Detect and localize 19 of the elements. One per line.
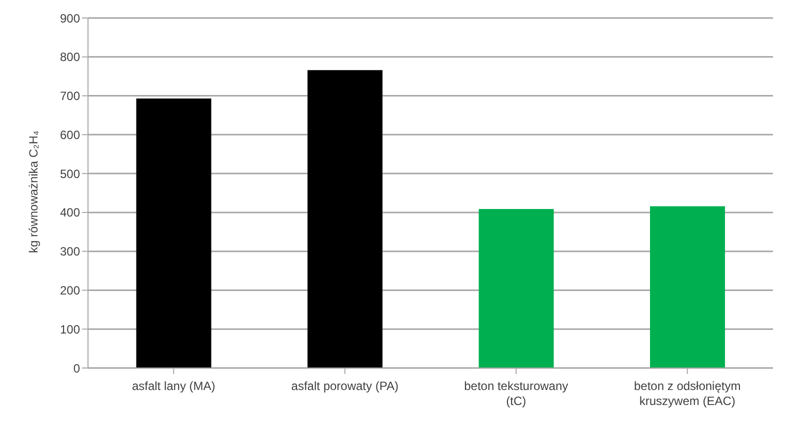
- y-tick-label: 200: [60, 283, 80, 298]
- y-tick-label: 900: [60, 11, 80, 26]
- x-tick-label: asfalt lany (MA): [132, 379, 216, 393]
- y-tick-label: 700: [60, 89, 80, 104]
- y-tick-label: 600: [60, 128, 80, 142]
- y-axis-title: kg równoważnika C₂H₄: [26, 130, 40, 253]
- y-tick-label: 800: [60, 50, 80, 64]
- bar: [650, 206, 725, 368]
- bar: [478, 208, 554, 368]
- bar: [136, 98, 212, 368]
- y-tick-label: 0: [73, 361, 80, 376]
- bar: [308, 70, 382, 368]
- x-tick-label: asfalt porowaty (PA): [291, 379, 398, 393]
- y-tick-label: 100: [60, 322, 80, 336]
- y-tick-label: 300: [60, 244, 80, 259]
- x-tick-label: beton z odsłoniętym kruszywem (EAC): [634, 379, 741, 408]
- y-tick-label: 400: [60, 206, 80, 220]
- y-tick-label: 500: [60, 166, 80, 181]
- x-tick-label: beton teksturowany (tC): [464, 379, 568, 408]
